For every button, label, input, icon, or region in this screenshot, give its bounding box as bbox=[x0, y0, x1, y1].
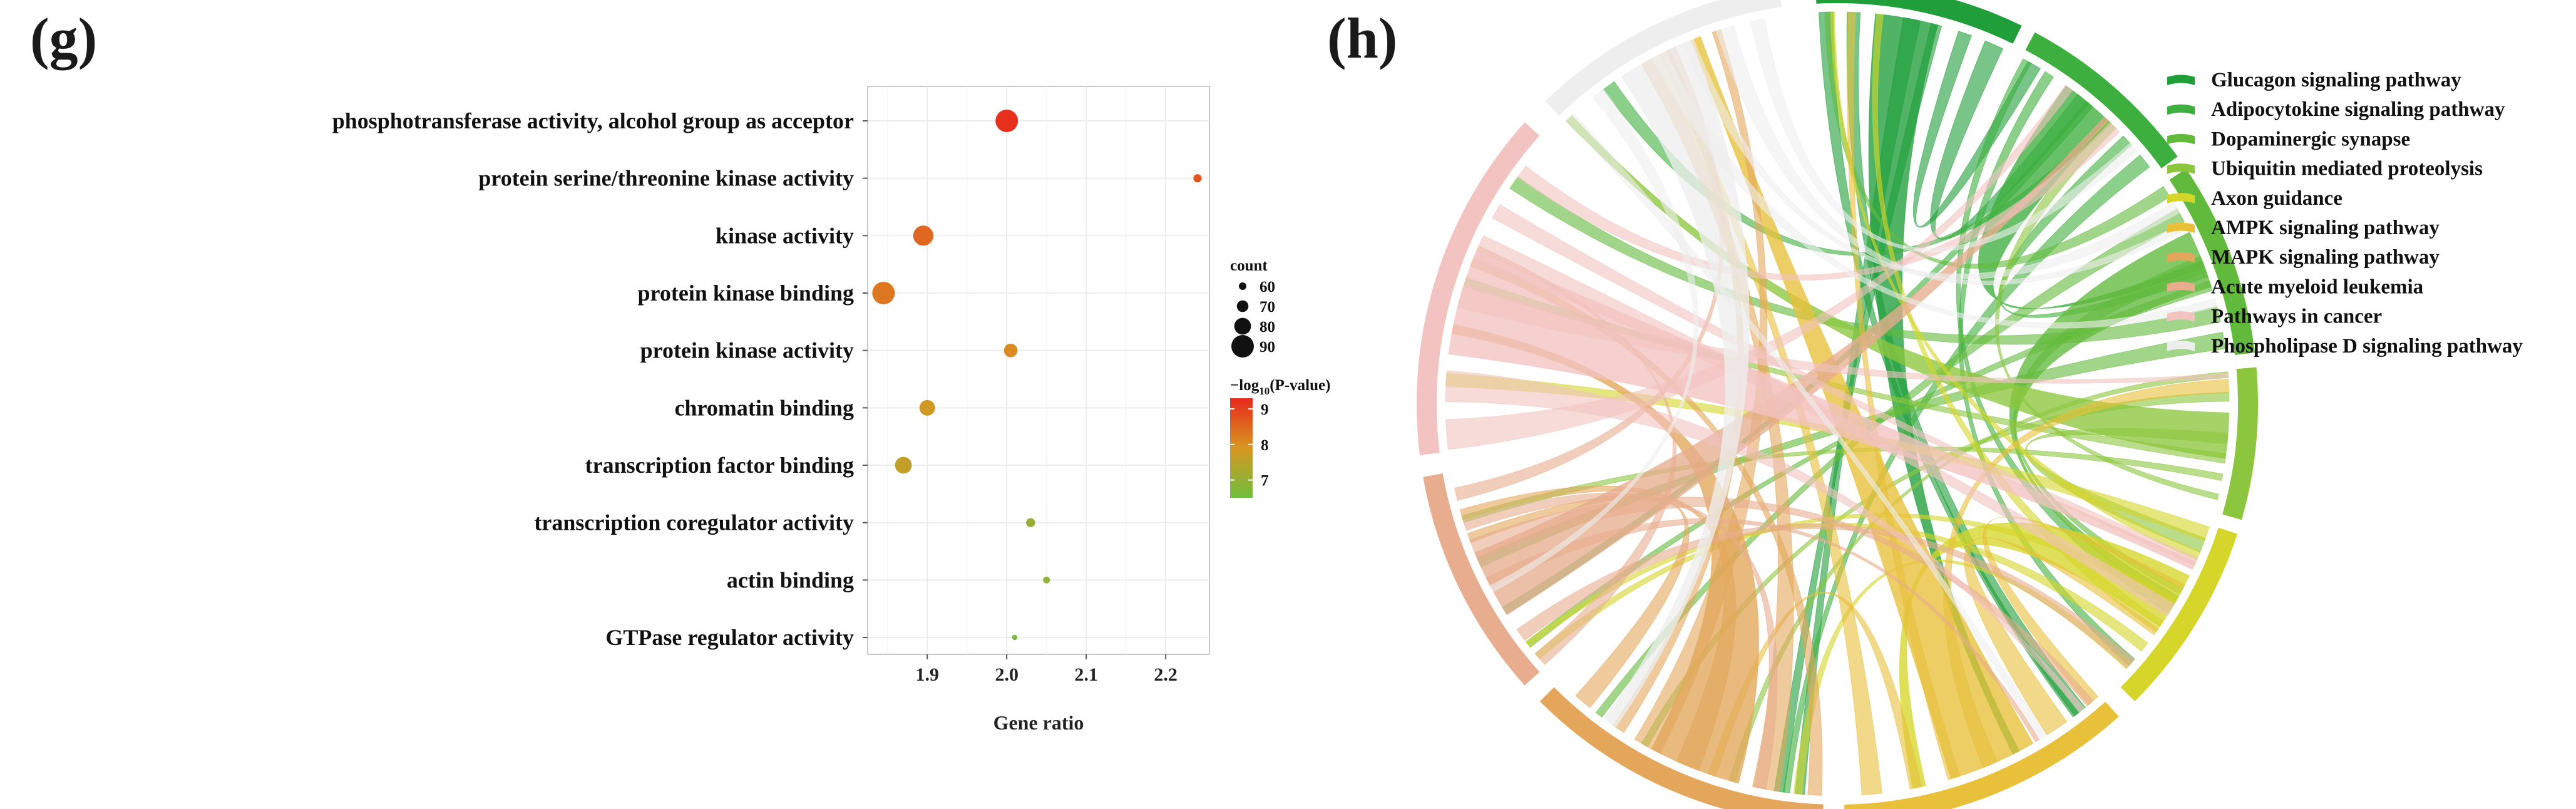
legend-swatch bbox=[2167, 252, 2195, 263]
chord-sector-arc bbox=[1539, 687, 1824, 809]
chord-ribbon bbox=[1651, 51, 2218, 329]
chord-ribbon bbox=[1509, 176, 2221, 345]
data-point bbox=[1003, 343, 1018, 358]
x-tick-label: 2.1 bbox=[1074, 664, 1098, 685]
data-point bbox=[895, 456, 912, 474]
legend-label: Ubiquitin mediated proteolysis bbox=[2211, 158, 2483, 180]
y-tick-label: chromatin binding bbox=[675, 395, 854, 420]
chord-sector-arc bbox=[1545, 0, 1782, 116]
y-tick-label: protein serine/threonine kinase activity bbox=[478, 166, 854, 191]
y-tick-label: actin binding bbox=[727, 567, 854, 592]
data-point bbox=[872, 282, 895, 304]
chord-sector-arc bbox=[2222, 367, 2258, 520]
color-legend-label: 8 bbox=[1261, 437, 1269, 454]
data-point bbox=[1026, 518, 1035, 527]
chord-ribbon bbox=[1517, 121, 2120, 281]
chord-ribbon bbox=[1469, 497, 2094, 707]
legend-label: AMPK signaling pathway bbox=[2211, 217, 2440, 239]
chord-ribbon bbox=[1983, 517, 2185, 706]
data-point bbox=[1193, 174, 1202, 183]
legend-label: Dopaminergic synapse bbox=[2211, 128, 2410, 150]
size-legend-dot bbox=[1234, 317, 1251, 335]
chord-ribbon bbox=[1943, 378, 2230, 768]
panel-label-g: (g) bbox=[30, 6, 97, 70]
y-tick-label: kinase activity bbox=[716, 223, 854, 248]
chord-ribbon bbox=[1516, 523, 2135, 669]
legend-swatch bbox=[2167, 133, 2195, 145]
chord-ribbon bbox=[1793, 559, 2132, 795]
size-legend-title: count bbox=[1230, 257, 1268, 274]
chord-ribbon bbox=[1830, 11, 2201, 561]
chord-sector-arc bbox=[2120, 527, 2238, 702]
legend-label: Axon guidance bbox=[2211, 187, 2343, 210]
chord-ribbon bbox=[1634, 29, 1768, 755]
color-legend-label: 7 bbox=[1261, 473, 1269, 490]
chord-sector-arc bbox=[1844, 701, 2119, 809]
legend-label: Acute myeloid leukemia bbox=[2211, 276, 2423, 298]
size-legend-label: 80 bbox=[1260, 319, 1275, 336]
size-legend-dot bbox=[1238, 282, 1247, 291]
y-tick-label: transcription factor binding bbox=[585, 453, 854, 478]
x-tick-label: 2.2 bbox=[1154, 664, 1178, 685]
color-legend-title: −log10(P-value) bbox=[1230, 377, 1330, 397]
size-legend-label: 90 bbox=[1260, 339, 1275, 356]
y-tick-label: transcription coregulator activity bbox=[534, 510, 854, 535]
chord-ribbon bbox=[1716, 25, 2189, 286]
legend-label: MAPK signaling pathway bbox=[2211, 246, 2440, 269]
chord-sector-arc bbox=[2025, 32, 2178, 168]
chord-sector-arc bbox=[2169, 168, 2255, 356]
legend-swatch bbox=[2167, 163, 2195, 174]
plot-frame bbox=[867, 86, 1210, 655]
legend-swatch bbox=[2167, 104, 2195, 115]
data-point bbox=[919, 399, 935, 416]
chord-ribbon bbox=[1566, 115, 2230, 459]
x-tick-label: 1.9 bbox=[915, 664, 939, 685]
dot-plot: phosphotransferase activity, alcohol gro… bbox=[332, 86, 1330, 734]
chord-ribbon bbox=[1750, 18, 2138, 252]
x-tick-label: 2.0 bbox=[995, 664, 1019, 685]
data-point bbox=[1043, 576, 1050, 584]
legend-label: Glucagon signaling pathway bbox=[2211, 69, 2461, 91]
legend-swatch bbox=[2167, 193, 2195, 204]
size-legend-dot bbox=[1236, 300, 1249, 312]
legend-label: Phospholipase D signaling pathway bbox=[2211, 335, 2523, 358]
size-legend-label: 60 bbox=[1260, 279, 1275, 296]
legend-swatch bbox=[2167, 341, 2195, 351]
chord-sector-arc bbox=[1423, 473, 1540, 686]
chord-ribbon bbox=[1489, 88, 1699, 592]
chord-ribbon bbox=[1603, 39, 1750, 728]
chord-ribbon bbox=[1492, 204, 2199, 566]
data-point bbox=[1012, 634, 1018, 641]
chord-ribbon bbox=[1486, 518, 2040, 743]
y-tick-label: protein kinase activity bbox=[640, 338, 854, 363]
panel-label-h: (h) bbox=[1327, 6, 1397, 70]
legend-swatch bbox=[2167, 75, 2195, 85]
size-legend-dot bbox=[1231, 335, 1254, 358]
chord-ribbon bbox=[1525, 281, 2213, 648]
chord-sector-arc bbox=[1816, 0, 2022, 44]
legend-swatch bbox=[2167, 281, 2195, 292]
legend-swatch bbox=[2167, 311, 2195, 322]
chord-diagram bbox=[1417, 0, 2258, 809]
y-tick-label: protein kinase binding bbox=[638, 281, 854, 306]
data-point bbox=[995, 110, 1019, 132]
y-tick-label: GTPase regulator activity bbox=[605, 625, 854, 650]
pathway-legend: Glucagon signaling pathway Adipocytokine … bbox=[2167, 69, 2523, 358]
chord-ribbon bbox=[1847, 11, 1961, 781]
size-legend-label: 70 bbox=[1260, 299, 1275, 316]
legend-label: Pathways in cancer bbox=[2211, 306, 2382, 328]
chord-sector-arc bbox=[1417, 122, 1540, 455]
chord-ribbon bbox=[1683, 38, 2180, 280]
legend-swatch bbox=[2167, 222, 2195, 233]
chord-ribbon bbox=[1462, 492, 1778, 790]
x-axis-title: Gene ratio bbox=[993, 711, 1084, 734]
y-tick-label: phosphotransferase activity, alcohol gro… bbox=[332, 108, 854, 133]
data-point bbox=[913, 225, 933, 246]
legend-label: Adipocytokine signaling pathway bbox=[2211, 98, 2505, 121]
color-legend-label: 9 bbox=[1261, 401, 1269, 418]
color-legend-bar bbox=[1230, 398, 1253, 498]
